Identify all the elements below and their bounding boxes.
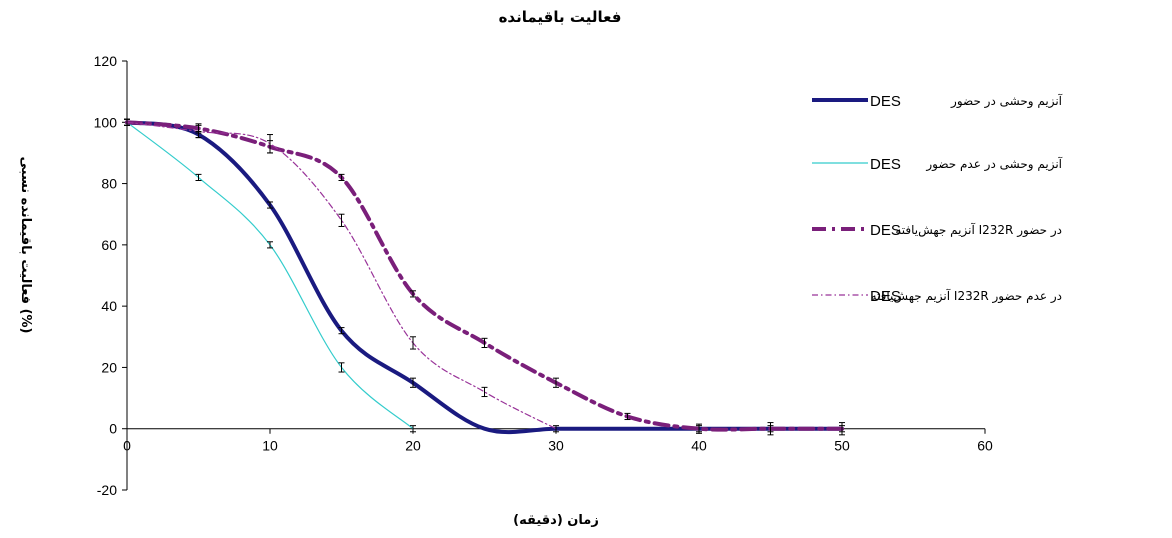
error-bar <box>839 425 845 433</box>
series-line-4 <box>126 121 557 430</box>
error-bar <box>553 425 559 433</box>
error-bar <box>267 134 273 154</box>
error-bar <box>338 213 345 227</box>
x-axis-title: زمان (دقیقه) <box>513 513 599 528</box>
y-tick-label: -20 <box>97 482 117 498</box>
legend-entry-2: DES آنزیم وحشی در عدم حضور <box>812 156 1063 173</box>
axes: -20 0 20 40 60 80 100 120 0 10 20 30 40 50 60 <box>94 53 993 498</box>
y-tick-label: 0 <box>109 421 117 437</box>
legend-label-en: DES <box>870 222 901 239</box>
legend-label-en: DES <box>870 156 901 173</box>
error-bar <box>338 362 345 373</box>
y-tick-label: 80 <box>101 176 117 192</box>
legend: DES آنزیم وحشی در حضور DES آنزیم وحشی در عد… <box>812 93 1063 305</box>
legend-label-fa: آنزیم جهش‌یافته I232R در حضور <box>895 222 1062 238</box>
error-bar <box>338 173 345 182</box>
legend-label-fa: آنزیم جهش‌یافته I232R در عدم حضور <box>871 288 1062 304</box>
legend-label-fa: آنزیم وحشی در حضور <box>950 93 1063 109</box>
error-bar <box>338 327 345 335</box>
x-tick-label: 50 <box>834 438 850 454</box>
series-layer <box>125 120 844 435</box>
error-bar <box>410 377 416 388</box>
y-tick-label: 40 <box>101 298 117 314</box>
error-bar <box>481 386 488 398</box>
legend-entry-1: DES آنزیم وحشی در حضور <box>812 93 1063 110</box>
error-bar <box>195 124 202 139</box>
x-tick-label: 20 <box>405 438 421 454</box>
legend-label-fa: آنزیم وحشی در عدم حضور <box>925 156 1062 172</box>
y-axis-title: فعالیت باقیمانده نسبی (%) <box>18 157 33 334</box>
error-bars-layer <box>124 118 845 436</box>
error-bar <box>481 337 488 349</box>
series-line-1 <box>125 120 844 435</box>
error-bar <box>267 241 273 249</box>
error-bar <box>410 336 416 350</box>
series-line-2 <box>126 121 414 430</box>
x-tick-label: 40 <box>691 438 707 454</box>
error-bar <box>767 425 774 433</box>
error-bar <box>696 425 702 433</box>
y-tick-label: 120 <box>94 53 118 69</box>
error-bar <box>410 290 416 298</box>
x-tick-label: 0 <box>123 438 131 454</box>
x-tick-label: 30 <box>548 438 564 454</box>
error-bar <box>195 173 202 182</box>
error-bar <box>410 425 416 433</box>
y-tick-label: 20 <box>101 359 117 375</box>
legend-label-en: DES <box>870 93 901 110</box>
y-tick-label: 60 <box>101 237 117 253</box>
x-tick-label: 10 <box>262 438 278 454</box>
series-line-3 <box>125 120 844 432</box>
legend-label-en: DES <box>870 288 901 305</box>
error-bar <box>124 118 130 126</box>
error-bar <box>267 201 273 209</box>
chart-title: فعالیت باقیمانده <box>499 8 622 26</box>
x-tick-label: 60 <box>977 438 993 454</box>
error-bar <box>624 412 631 421</box>
error-bar <box>553 377 559 388</box>
y-tick-label: 100 <box>94 114 118 130</box>
